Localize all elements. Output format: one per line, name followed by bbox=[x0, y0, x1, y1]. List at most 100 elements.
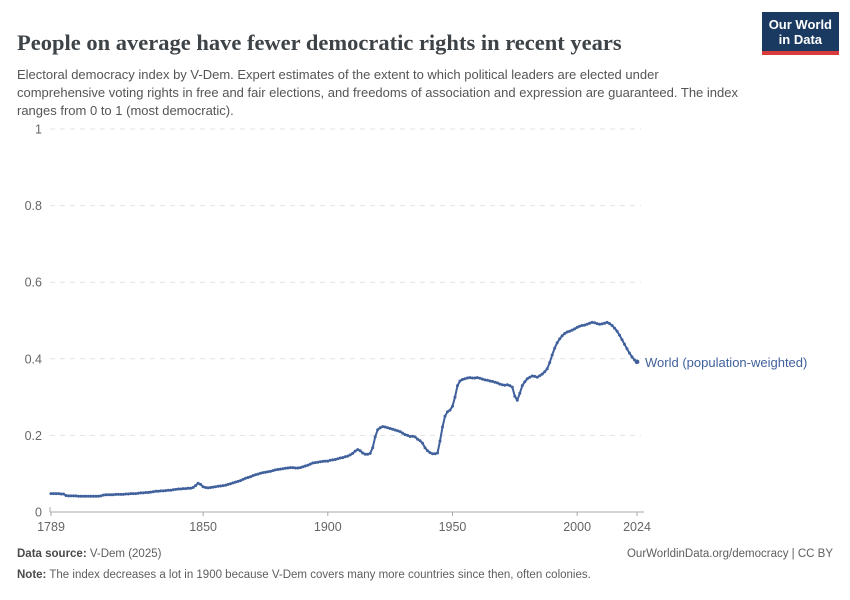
data-point bbox=[505, 383, 509, 387]
data-point bbox=[326, 459, 330, 463]
data-point bbox=[503, 383, 507, 387]
data-point bbox=[144, 491, 148, 494]
data-point bbox=[303, 464, 307, 468]
data-point bbox=[620, 338, 624, 342]
data-point bbox=[114, 492, 118, 496]
data-point bbox=[368, 451, 372, 455]
data-point bbox=[109, 493, 113, 497]
page-title: People on average have fewer democratic … bbox=[17, 30, 622, 56]
data-point bbox=[436, 451, 439, 455]
data-point bbox=[515, 398, 519, 402]
data-point bbox=[104, 493, 108, 497]
data-point bbox=[418, 439, 422, 443]
data-point bbox=[540, 372, 544, 376]
data-point bbox=[590, 320, 594, 324]
data-point bbox=[381, 425, 385, 429]
data-point bbox=[550, 353, 554, 357]
data-point bbox=[625, 347, 629, 351]
data-point bbox=[460, 378, 464, 381]
owid-logo[interactable]: Our World in Data bbox=[761, 12, 839, 55]
x-tick-label: 1850 bbox=[189, 520, 217, 534]
data-point bbox=[463, 377, 467, 381]
owid-logo-line2: in Data bbox=[778, 32, 823, 47]
x-tick-label: 2000 bbox=[563, 520, 591, 534]
data-point bbox=[348, 453, 352, 457]
data-point bbox=[336, 457, 340, 461]
data-point bbox=[341, 456, 345, 460]
data-point bbox=[470, 376, 474, 380]
data-point bbox=[286, 466, 290, 470]
data-point bbox=[291, 466, 295, 470]
y-tick-label: 0.4 bbox=[25, 352, 42, 366]
data-point bbox=[206, 486, 210, 490]
owid-url-license[interactable]: OurWorldinData.org/democracy | CC BY bbox=[626, 548, 833, 560]
data-point bbox=[356, 448, 360, 452]
data-point bbox=[256, 472, 260, 476]
data-point bbox=[229, 482, 232, 486]
data-point bbox=[543, 370, 547, 374]
data-point bbox=[111, 493, 115, 497]
data-point bbox=[236, 479, 240, 483]
data-point bbox=[196, 481, 200, 485]
data-point bbox=[333, 458, 337, 461]
data-point bbox=[166, 488, 170, 492]
data-point bbox=[548, 361, 552, 365]
data-point bbox=[129, 492, 133, 496]
data-point bbox=[308, 462, 312, 466]
data-point bbox=[426, 449, 429, 453]
data-point bbox=[480, 377, 484, 381]
data-point bbox=[251, 474, 255, 478]
data-point bbox=[141, 491, 145, 495]
data-point bbox=[508, 384, 512, 388]
data-point bbox=[211, 485, 215, 489]
data-point bbox=[628, 351, 631, 355]
data-point bbox=[214, 485, 218, 489]
data-point bbox=[388, 427, 392, 430]
data-point bbox=[383, 425, 387, 429]
data-point bbox=[273, 468, 277, 472]
data-point bbox=[570, 328, 574, 332]
data-point bbox=[181, 487, 185, 491]
data-point bbox=[301, 465, 305, 469]
data-point bbox=[231, 481, 235, 485]
data-point bbox=[281, 467, 285, 471]
data-point bbox=[136, 491, 140, 495]
data-point bbox=[119, 492, 123, 496]
data-point bbox=[391, 427, 395, 431]
data-point bbox=[89, 494, 93, 498]
chart-note: Note: The index decreases a lot in 1900 … bbox=[17, 569, 591, 581]
data-point bbox=[510, 385, 514, 389]
data-point bbox=[249, 475, 252, 479]
data-point bbox=[431, 452, 434, 456]
data-point bbox=[366, 452, 370, 456]
data-point bbox=[176, 487, 180, 491]
data-point bbox=[568, 329, 572, 333]
data-point bbox=[57, 492, 60, 496]
data-point bbox=[306, 463, 310, 467]
data-point bbox=[69, 494, 73, 498]
data-point bbox=[376, 428, 380, 432]
data-point bbox=[323, 459, 327, 463]
data-point bbox=[328, 458, 332, 462]
data-point bbox=[99, 494, 103, 498]
data-point bbox=[428, 451, 432, 455]
data-point bbox=[321, 459, 325, 463]
data-point bbox=[52, 492, 55, 496]
data-point bbox=[81, 494, 85, 498]
data-point bbox=[234, 480, 237, 484]
x-tick-label: 2024 bbox=[623, 520, 651, 534]
data-point bbox=[204, 486, 208, 489]
note-label: Note: bbox=[17, 569, 47, 581]
data-point bbox=[186, 486, 190, 490]
data-point bbox=[386, 426, 390, 430]
data-point bbox=[159, 489, 163, 493]
data-point bbox=[378, 426, 382, 430]
democracy-index-line[interactable] bbox=[50, 321, 638, 498]
data-point bbox=[264, 470, 267, 474]
data-source-label: Data source: bbox=[17, 548, 87, 560]
data-point bbox=[259, 471, 262, 475]
data-point bbox=[468, 376, 472, 380]
data-point bbox=[583, 323, 587, 327]
data-point bbox=[485, 378, 489, 382]
